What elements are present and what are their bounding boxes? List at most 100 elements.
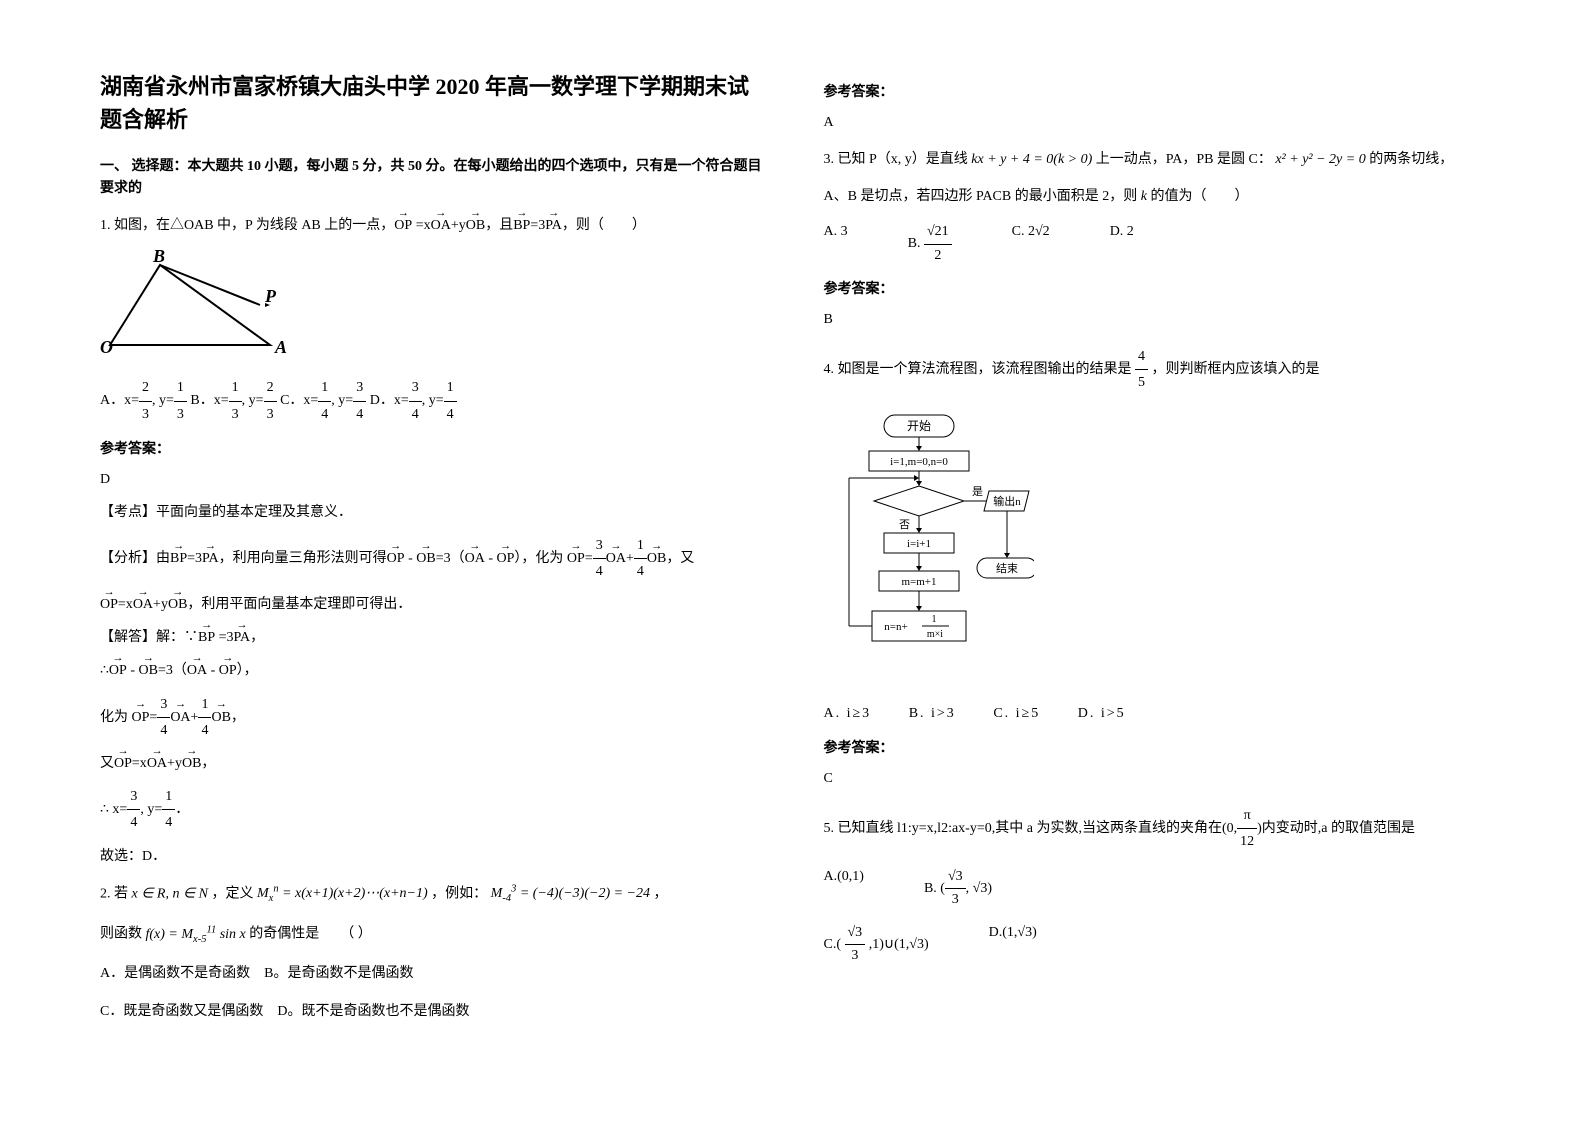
q3-optB: B. √212: [908, 221, 952, 267]
q2-t2: ，例如：: [431, 886, 487, 901]
svg-text:i=i+1: i=i+1: [906, 538, 930, 550]
q5-optD-prefix: D.(1,: [989, 925, 1018, 940]
q5-optC-prefix: C.(: [824, 937, 845, 952]
q2-answer: A: [824, 112, 1488, 134]
q2-expr2-lhs: M: [257, 886, 269, 901]
q1-text-mid3: ，且: [485, 218, 513, 233]
q1-s17: ．: [175, 802, 189, 817]
q1-optD-prefix: D．x=: [370, 393, 409, 408]
triangle-figure: O A B P: [100, 250, 764, 363]
q3-circle-eq: x² + y² − 2y = 0: [1275, 152, 1365, 167]
q1-s5: -: [127, 663, 139, 678]
q1-a5: =3（: [436, 551, 465, 566]
q3-t3: 的值为（ ）: [1150, 189, 1248, 204]
q1-s9: 化为: [100, 710, 128, 725]
q2-expr3: M: [491, 886, 503, 901]
q1-s15: ∴ x=: [100, 802, 127, 817]
svg-text:m×i: m×i: [926, 629, 942, 640]
q5-optB: B. (√33, √3): [924, 866, 992, 912]
q2-t5: 的奇偶性是 （ ）: [249, 927, 372, 942]
q4-optD: D. i>5: [1078, 706, 1126, 721]
q1-s12: =x: [132, 756, 147, 771]
q2-expr1: x ∈ R, n ∈ N: [132, 886, 209, 901]
q1-s6: =3（: [158, 663, 187, 678]
question-3b: A、B 是切点，若四边形 PACB 的最小面积是 2，则 k 的值为（ ）: [824, 184, 1488, 209]
q1-s7: -: [207, 663, 219, 678]
q5-optC: C.( √33 ,1)∪(1,√3): [824, 922, 929, 968]
q1-a2: =3: [187, 551, 202, 566]
q1-point-label: 【考点】: [100, 505, 156, 520]
svg-text:开始: 开始: [906, 419, 930, 433]
q5-optB-sqrt3: √3: [973, 881, 988, 896]
question-1: 1. 如图，在△OAB 中，P 为线段 AB 上的一点，OP =xOA+yOB，…: [100, 213, 764, 238]
q1-s2: =3: [215, 630, 233, 645]
q2-answer-label: 参考答案：: [824, 82, 1488, 104]
q5-optB-prefix: B.: [924, 881, 940, 896]
q3-mid2: 的两条切线，: [1369, 152, 1453, 167]
q1-optA-mid: , y=: [152, 393, 174, 408]
q1-a10: +y: [153, 597, 168, 612]
question-4: 4. 如图是一个算法流程图，该流程图输出的结果是 45 ，则判断框内应该填入的是: [824, 344, 1488, 395]
svg-text:i=1,m=0,n=0: i=1,m=0,n=0: [890, 456, 948, 468]
q1-optC-prefix: C．x=: [280, 393, 318, 408]
q2-t4: 则函数: [100, 927, 142, 942]
q1-solve-6: 故选：D．: [100, 844, 764, 869]
q1-a9: =x: [118, 597, 133, 612]
q2-option-c: C．既是奇函数又是偶函数 D。既不是奇函数也不是偶函数: [100, 999, 764, 1024]
q3-answer-label: 参考答案：: [824, 279, 1488, 301]
q1-s8: ），: [237, 663, 258, 678]
q3-options: A. 3 B. √212 C. 2√2 D. 2: [824, 221, 1488, 267]
q3-prefix: 3. 已知 P（x, y）是直线: [824, 152, 968, 167]
q4-prefix: 4. 如图是一个算法流程图，该流程图输出的结果是: [824, 362, 1132, 377]
q1-s3: ，: [250, 630, 264, 645]
q1-a4: -: [405, 551, 417, 566]
q1-s11: 又: [100, 756, 114, 771]
q2-expr2-rhs: = x(x+1)(x+2)⋯(x+n−1): [279, 886, 428, 901]
q4-optC: C. i≥5: [993, 706, 1040, 721]
svg-text:1: 1: [931, 614, 936, 625]
q1-text-mid2: +y: [451, 218, 466, 233]
q5-optA: A.(0,1): [824, 866, 864, 912]
q3-optC: C. 2√2: [1012, 221, 1050, 267]
svg-text:O: O: [100, 337, 113, 355]
q1-a3: ，利用向量三角形法则可得: [219, 551, 387, 566]
q1-s13: +y: [167, 756, 182, 771]
flowchart-figure: 开始 i=1,m=0,n=0 是 否 输出n i=i+1: [824, 410, 1488, 688]
q1-a8: ，又: [666, 551, 694, 566]
q1-optA-prefix: A．x=: [100, 393, 139, 408]
q3-optA: A. 3: [824, 221, 848, 267]
q1-s4: ∴: [100, 663, 109, 678]
q1-s14: ，: [201, 756, 215, 771]
q1-solve-3: 化为 OP=34OA+14OB，: [100, 692, 764, 743]
question-3: 3. 已知 P（x, y）是直线 kx + y + 4 = 0(k > 0) 上…: [824, 147, 1488, 172]
q5-optD-sqrt3: √3: [1017, 925, 1032, 940]
svg-text:A: A: [274, 337, 287, 355]
q4-optB: B. i>3: [909, 706, 956, 721]
svg-text:n=n+: n=n+: [884, 621, 907, 633]
page-title: 湖南省永州市富家桥镇大庙头中学 2020 年高一数学理下学期期末试题含解析: [100, 70, 764, 136]
q1-a11: ，利用平面向量基本定理即可得出．: [187, 597, 411, 612]
q3-optB-prefix: B.: [908, 236, 924, 251]
q5-optC-sqrt3: √3: [909, 937, 924, 952]
q2-t3: ，: [654, 886, 668, 901]
question-2: 2. 若 x ∈ R, n ∈ N ，定义 Mxn = x(x+1)(x+2)⋯…: [100, 881, 764, 909]
q1-s16: , y=: [140, 802, 162, 817]
q3-optC-prefix: C.: [1012, 224, 1028, 239]
q1-options: A．x=23, y=13 B．x=13, y=23 C．x=14, y=34 D…: [100, 375, 764, 426]
q5-options-2: C.( √33 ,1)∪(1,√3) D.(1,√3): [824, 922, 1488, 968]
q1-solve-5: ∴ x=34, y=14．: [100, 784, 764, 835]
q1-optB-mid: , y=: [242, 393, 264, 408]
q1-text-mid1: =x: [412, 218, 430, 233]
q1-optC-mid: , y=: [331, 393, 353, 408]
q5-options-1: A.(0,1) B. (√33, √3): [824, 866, 1488, 912]
q1-text-prefix: 1. 如图，在△OAB 中，P 为线段 AB 上的一点，: [100, 218, 394, 233]
q1-a6: -: [485, 551, 497, 566]
q1-text-mid4: =3: [530, 218, 545, 233]
svg-text:结束: 结束: [996, 562, 1018, 575]
q2-expr4-lhs: f(x) = M: [146, 927, 194, 942]
q1-solve-label: 【解答】: [100, 630, 156, 645]
q1-answer-label: 参考答案：: [100, 439, 764, 461]
q1-point: 【考点】平面向量的基本定理及其意义．: [100, 500, 764, 525]
q1-text-mid5: ，则（ ）: [562, 218, 646, 233]
q5-optC-suffix: ): [924, 937, 929, 952]
